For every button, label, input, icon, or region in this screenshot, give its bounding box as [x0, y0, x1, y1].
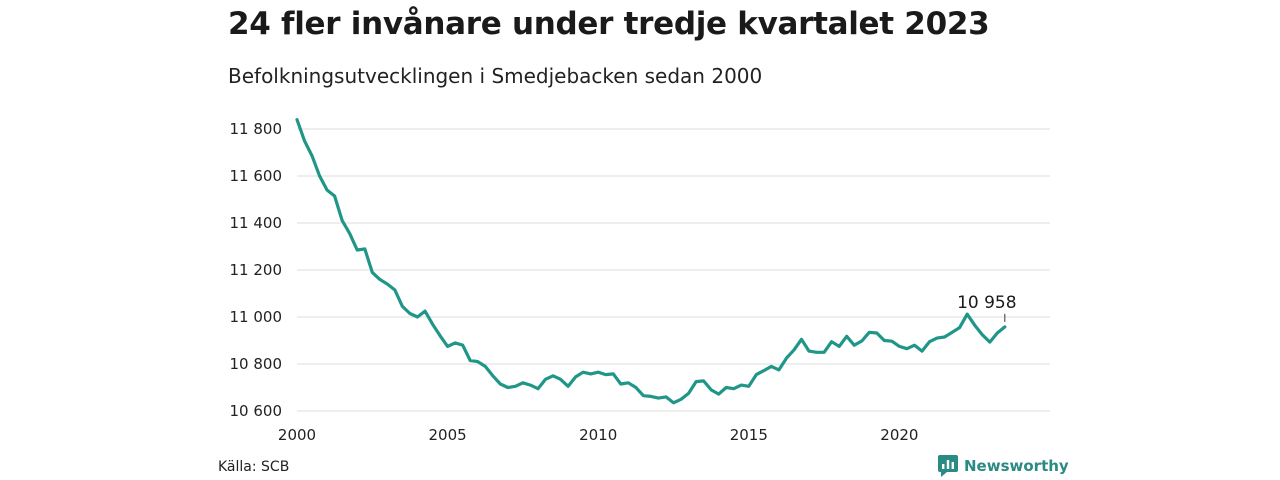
- brand-name: Newsworthy: [964, 457, 1069, 475]
- y-tick-label: 11 600: [230, 167, 283, 185]
- page-subtitle: Befolkningsutvecklingen i Smedjebacken s…: [228, 64, 763, 88]
- y-tick-label: 10 800: [230, 355, 283, 373]
- series-line: [295, 118, 1007, 405]
- x-tick-label: 2000: [278, 426, 316, 444]
- source-note: Källa: SCB: [218, 459, 290, 475]
- y-tick-label: 10 600: [230, 402, 283, 420]
- y-tick-label: 11 800: [230, 120, 283, 138]
- y-axis-ticks: 10 600 10 800 11 000 11 200 11 400 11 600 11 8…: [230, 120, 283, 420]
- grid-lines: [297, 128, 1050, 412]
- x-tick-label: 2005: [429, 426, 467, 444]
- y-tick-label: 11 000: [230, 308, 283, 326]
- y-tick-label: 11 400: [230, 214, 283, 232]
- x-tick-label: 2020: [880, 426, 918, 444]
- newsworthy-logo-icon: [938, 455, 958, 477]
- last-point-label: 10 958: [957, 293, 1016, 313]
- x-axis-ticks: 2000 2005 2010 2015 2020: [278, 426, 919, 444]
- x-tick-label: 2015: [730, 426, 768, 444]
- y-tick-label: 11 200: [230, 261, 283, 279]
- x-tick-label: 2010: [579, 426, 617, 444]
- brand[interactable]: Newsworthy: [938, 455, 1069, 477]
- page-title: 24 fler invånare under tredje kvartalet …: [228, 6, 990, 42]
